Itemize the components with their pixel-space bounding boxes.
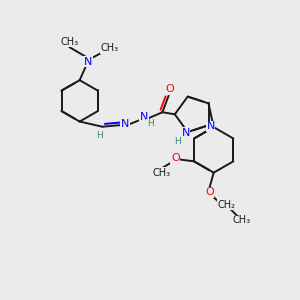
Text: CH₃: CH₃ bbox=[60, 37, 78, 47]
Text: CH₃: CH₃ bbox=[153, 168, 171, 178]
Text: O: O bbox=[205, 187, 214, 197]
Text: H: H bbox=[147, 119, 153, 128]
Text: N: N bbox=[140, 112, 148, 122]
Text: H: H bbox=[174, 137, 181, 146]
Text: H: H bbox=[96, 130, 103, 140]
Text: CH₃: CH₃ bbox=[100, 43, 119, 53]
Text: O: O bbox=[165, 85, 174, 94]
Text: N: N bbox=[206, 121, 215, 131]
Text: N: N bbox=[121, 118, 129, 129]
Text: CH₃: CH₃ bbox=[232, 215, 251, 225]
Text: N: N bbox=[182, 128, 190, 138]
Text: CH₂: CH₂ bbox=[217, 200, 235, 210]
Text: O: O bbox=[171, 153, 180, 163]
Text: N: N bbox=[84, 57, 92, 67]
